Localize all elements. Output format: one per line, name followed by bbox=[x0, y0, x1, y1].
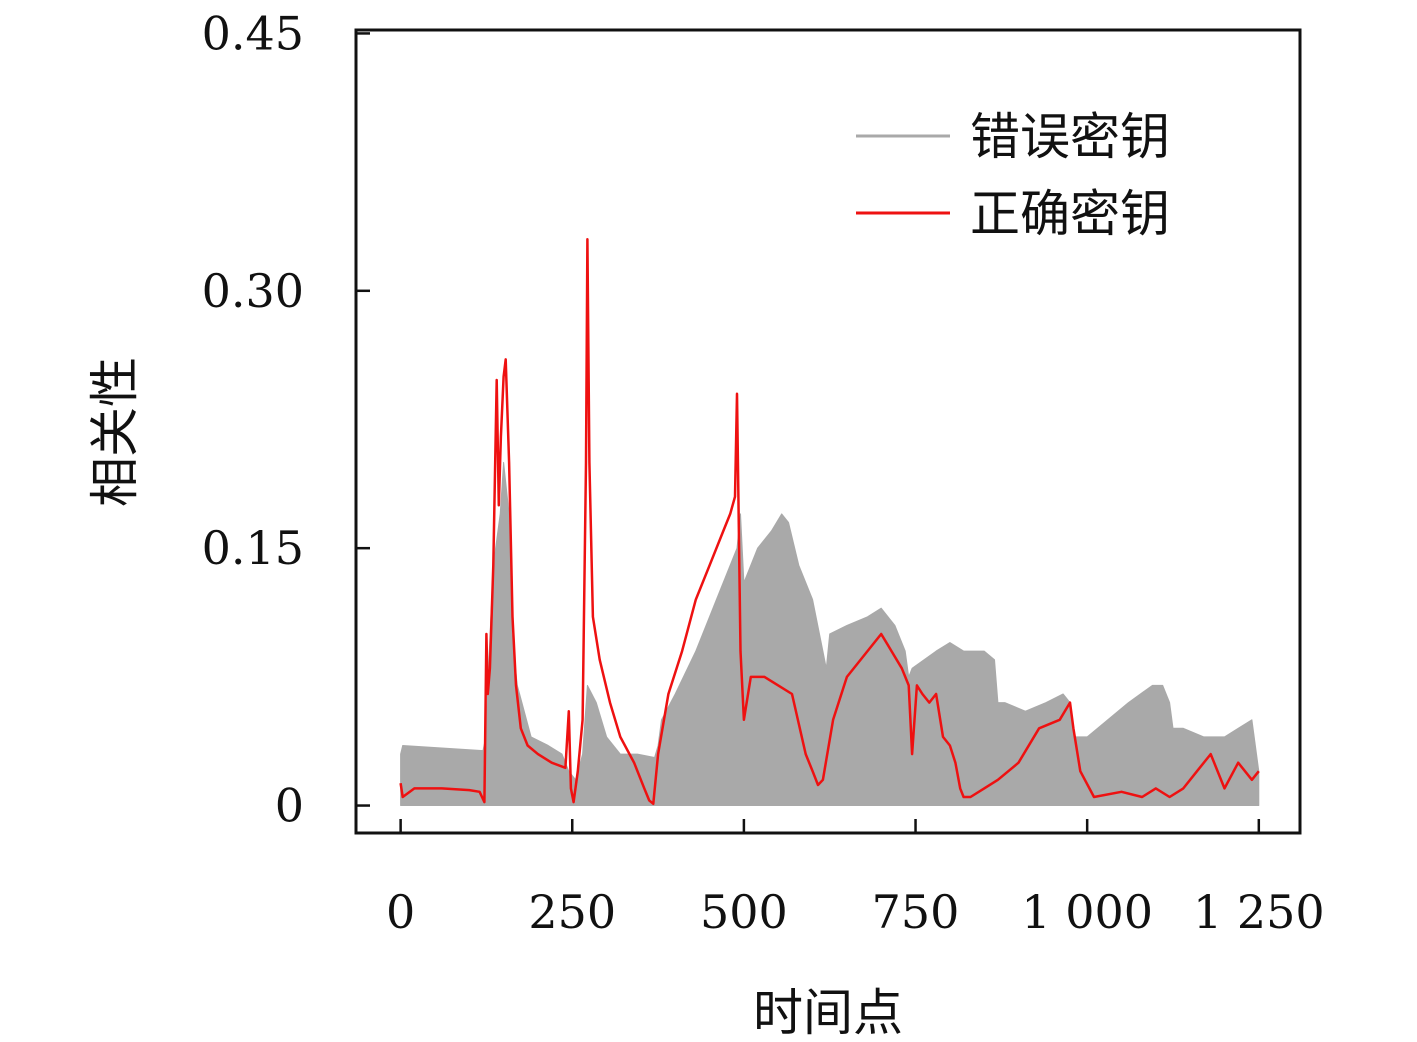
x-axis-label: 时间点 bbox=[753, 984, 903, 1042]
x-axis: 0 250 500 750 1 000 1 250 bbox=[386, 819, 1325, 939]
series-layer bbox=[399, 238, 1260, 806]
series-correct-key-line bbox=[399, 238, 1260, 806]
y-tick-label: 0 bbox=[275, 779, 304, 833]
legend-label-correct-key: 正确密钥 bbox=[970, 185, 1170, 243]
x-tick-label: 750 bbox=[872, 885, 960, 939]
x-tick-label: 0 bbox=[386, 885, 415, 939]
legend: 错误密钥 正确密钥 bbox=[856, 108, 1170, 243]
y-axis: 0 0.15 0.30 0.45 bbox=[202, 6, 370, 833]
legend-label-wrong-key: 错误密钥 bbox=[970, 108, 1170, 166]
x-tick-label: 250 bbox=[528, 885, 616, 939]
x-tick-label: 500 bbox=[700, 885, 788, 939]
y-axis-label: 相关性 bbox=[86, 357, 144, 507]
y-tick-label: 0.15 bbox=[202, 521, 304, 575]
x-tick-label: 1 250 bbox=[1193, 885, 1325, 939]
x-tick-label: 1 000 bbox=[1021, 885, 1153, 939]
y-tick-label: 0.30 bbox=[202, 264, 304, 318]
plot-frame bbox=[354, 28, 1302, 835]
y-tick-label: 0.45 bbox=[202, 6, 304, 60]
series-wrong-key-area bbox=[400, 461, 1260, 806]
